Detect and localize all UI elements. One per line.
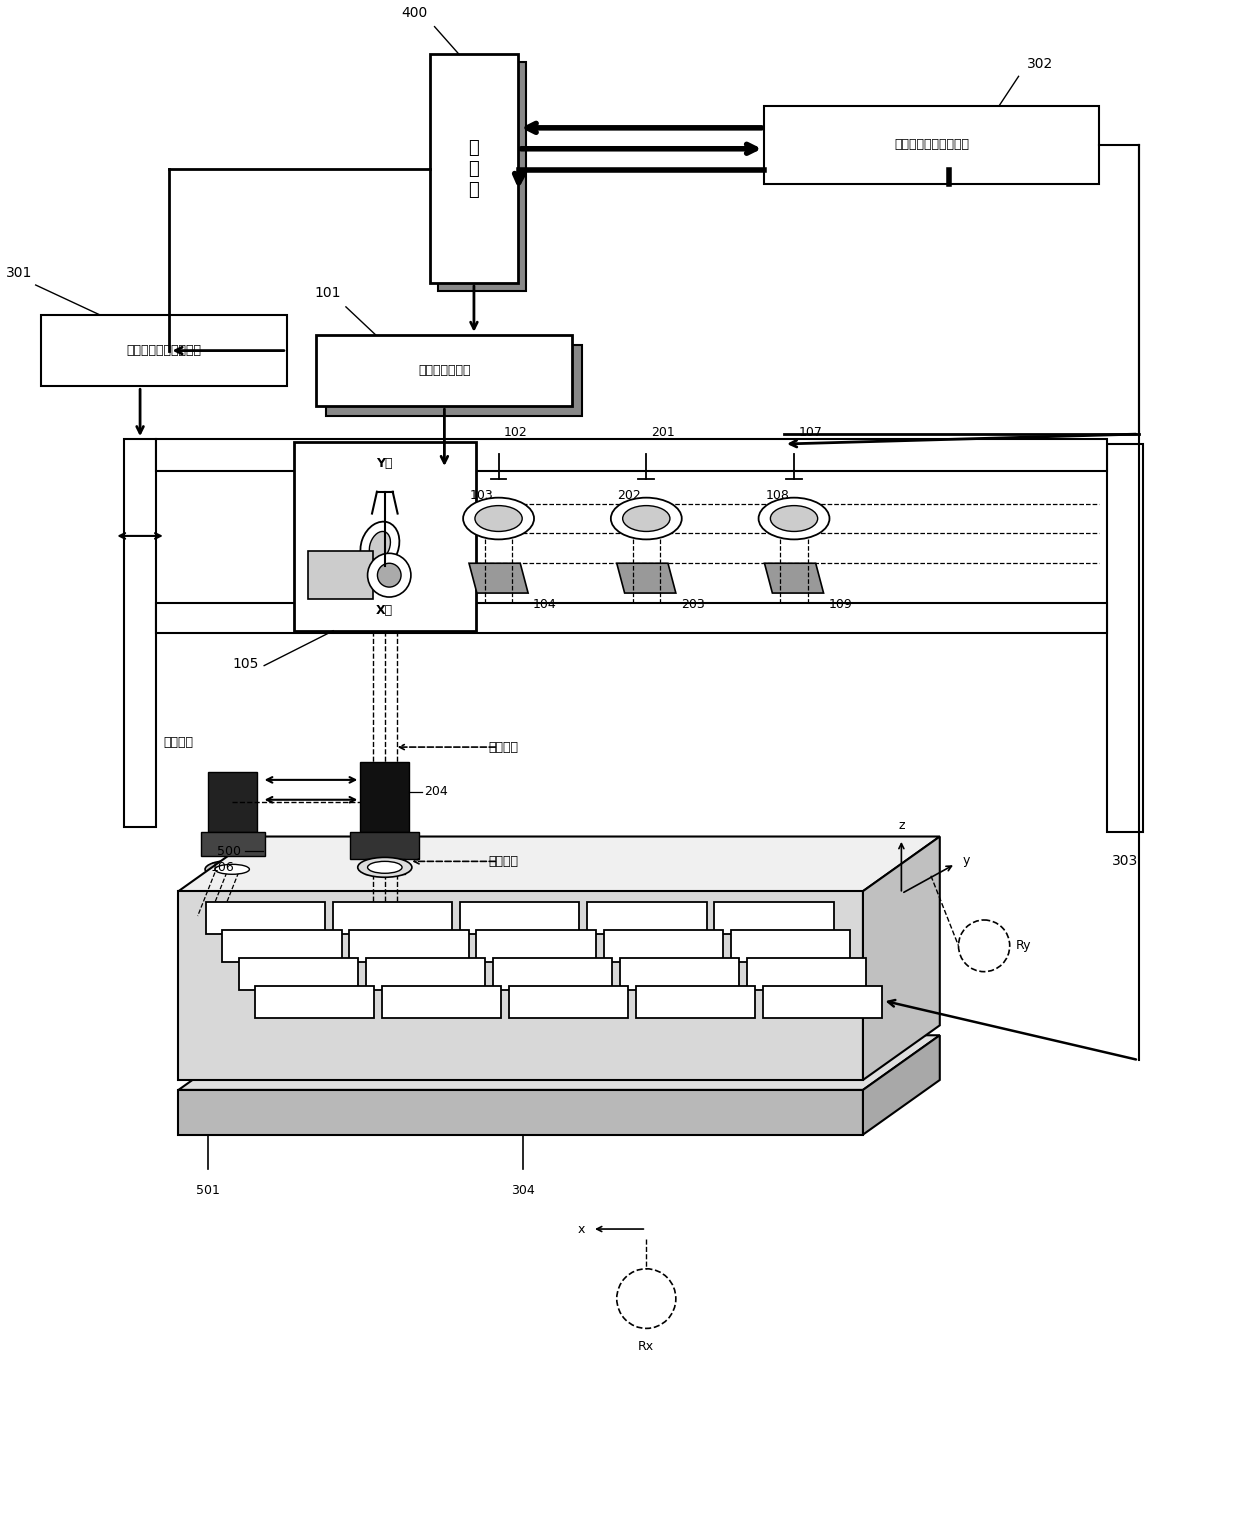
FancyBboxPatch shape [714, 902, 833, 934]
Ellipse shape [215, 864, 249, 874]
FancyBboxPatch shape [438, 62, 526, 291]
FancyBboxPatch shape [360, 762, 409, 832]
Text: 303: 303 [1112, 855, 1138, 868]
Text: 304: 304 [511, 1184, 536, 1198]
Text: 201: 201 [651, 427, 675, 439]
Text: 107: 107 [799, 427, 823, 439]
Text: 108: 108 [765, 489, 789, 502]
FancyBboxPatch shape [334, 902, 453, 934]
Text: z: z [898, 820, 905, 832]
Text: 302: 302 [1027, 58, 1053, 71]
Text: 400: 400 [402, 6, 428, 20]
Text: 203: 203 [681, 598, 704, 612]
Polygon shape [616, 563, 676, 594]
Polygon shape [179, 1090, 863, 1134]
Text: 待机位置: 待机位置 [162, 736, 193, 748]
FancyBboxPatch shape [316, 334, 573, 407]
FancyBboxPatch shape [366, 958, 485, 990]
Text: 109: 109 [828, 598, 852, 612]
FancyBboxPatch shape [309, 551, 372, 600]
FancyBboxPatch shape [365, 859, 404, 874]
Text: 工件台长短行程控制器: 工件台长短行程控制器 [894, 138, 970, 152]
FancyBboxPatch shape [201, 832, 264, 856]
Ellipse shape [357, 858, 412, 877]
FancyBboxPatch shape [429, 55, 518, 282]
Text: 106: 106 [211, 861, 234, 874]
Ellipse shape [759, 498, 830, 539]
FancyBboxPatch shape [207, 773, 257, 832]
Text: 101: 101 [315, 285, 341, 301]
FancyBboxPatch shape [636, 987, 755, 1019]
FancyBboxPatch shape [326, 345, 583, 416]
Text: 202: 202 [618, 489, 641, 502]
FancyBboxPatch shape [730, 931, 849, 962]
FancyBboxPatch shape [382, 987, 501, 1019]
Text: 龙门架长短行程控制器: 龙门架长短行程控制器 [126, 345, 201, 357]
FancyBboxPatch shape [222, 931, 341, 962]
FancyBboxPatch shape [156, 603, 1107, 633]
FancyBboxPatch shape [254, 987, 374, 1019]
FancyBboxPatch shape [508, 987, 627, 1019]
Text: 计
算
机: 计 算 机 [469, 140, 480, 199]
FancyBboxPatch shape [351, 832, 419, 859]
Polygon shape [765, 563, 823, 594]
Text: 105: 105 [233, 657, 259, 671]
FancyBboxPatch shape [763, 987, 882, 1019]
Ellipse shape [616, 1269, 676, 1328]
FancyBboxPatch shape [476, 931, 595, 962]
Polygon shape [179, 836, 940, 891]
FancyBboxPatch shape [238, 958, 357, 990]
FancyBboxPatch shape [620, 958, 739, 990]
Polygon shape [179, 891, 863, 1079]
Circle shape [377, 563, 401, 587]
FancyBboxPatch shape [492, 958, 611, 990]
Polygon shape [863, 836, 940, 1079]
Ellipse shape [622, 505, 670, 531]
Circle shape [367, 553, 410, 597]
FancyBboxPatch shape [1107, 443, 1143, 832]
Text: 500: 500 [217, 846, 241, 858]
FancyBboxPatch shape [350, 931, 469, 962]
Polygon shape [863, 1035, 940, 1134]
FancyBboxPatch shape [746, 958, 866, 990]
Polygon shape [469, 563, 528, 594]
FancyBboxPatch shape [41, 314, 286, 387]
Ellipse shape [367, 861, 402, 873]
Ellipse shape [370, 531, 391, 560]
Text: 501: 501 [196, 1184, 219, 1198]
Text: 测量位置: 测量位置 [489, 741, 518, 753]
Polygon shape [179, 1035, 940, 1090]
Ellipse shape [770, 505, 817, 531]
Text: 激光光源控制器: 激光光源控制器 [418, 364, 471, 376]
Text: 103: 103 [470, 489, 494, 502]
Ellipse shape [959, 920, 1009, 972]
FancyBboxPatch shape [206, 902, 325, 934]
Ellipse shape [463, 498, 534, 539]
Ellipse shape [361, 522, 399, 571]
Text: 工作位置: 工作位置 [489, 855, 518, 868]
Text: Y向: Y向 [377, 457, 393, 471]
Text: 204: 204 [424, 785, 448, 798]
Text: x: x [578, 1222, 585, 1236]
Text: y: y [962, 855, 970, 867]
Text: 104: 104 [533, 598, 557, 612]
Text: Ry: Ry [1016, 940, 1032, 952]
FancyBboxPatch shape [294, 442, 476, 631]
FancyBboxPatch shape [460, 902, 579, 934]
FancyBboxPatch shape [588, 902, 707, 934]
FancyBboxPatch shape [156, 439, 1107, 471]
Ellipse shape [205, 861, 259, 879]
Text: 301: 301 [6, 266, 32, 279]
FancyBboxPatch shape [765, 106, 1100, 184]
Text: 102: 102 [503, 427, 527, 439]
Ellipse shape [611, 498, 682, 539]
Text: X向: X向 [376, 604, 393, 618]
Text: Rx: Rx [639, 1340, 655, 1354]
Ellipse shape [475, 505, 522, 531]
FancyBboxPatch shape [604, 931, 723, 962]
FancyBboxPatch shape [124, 439, 156, 827]
